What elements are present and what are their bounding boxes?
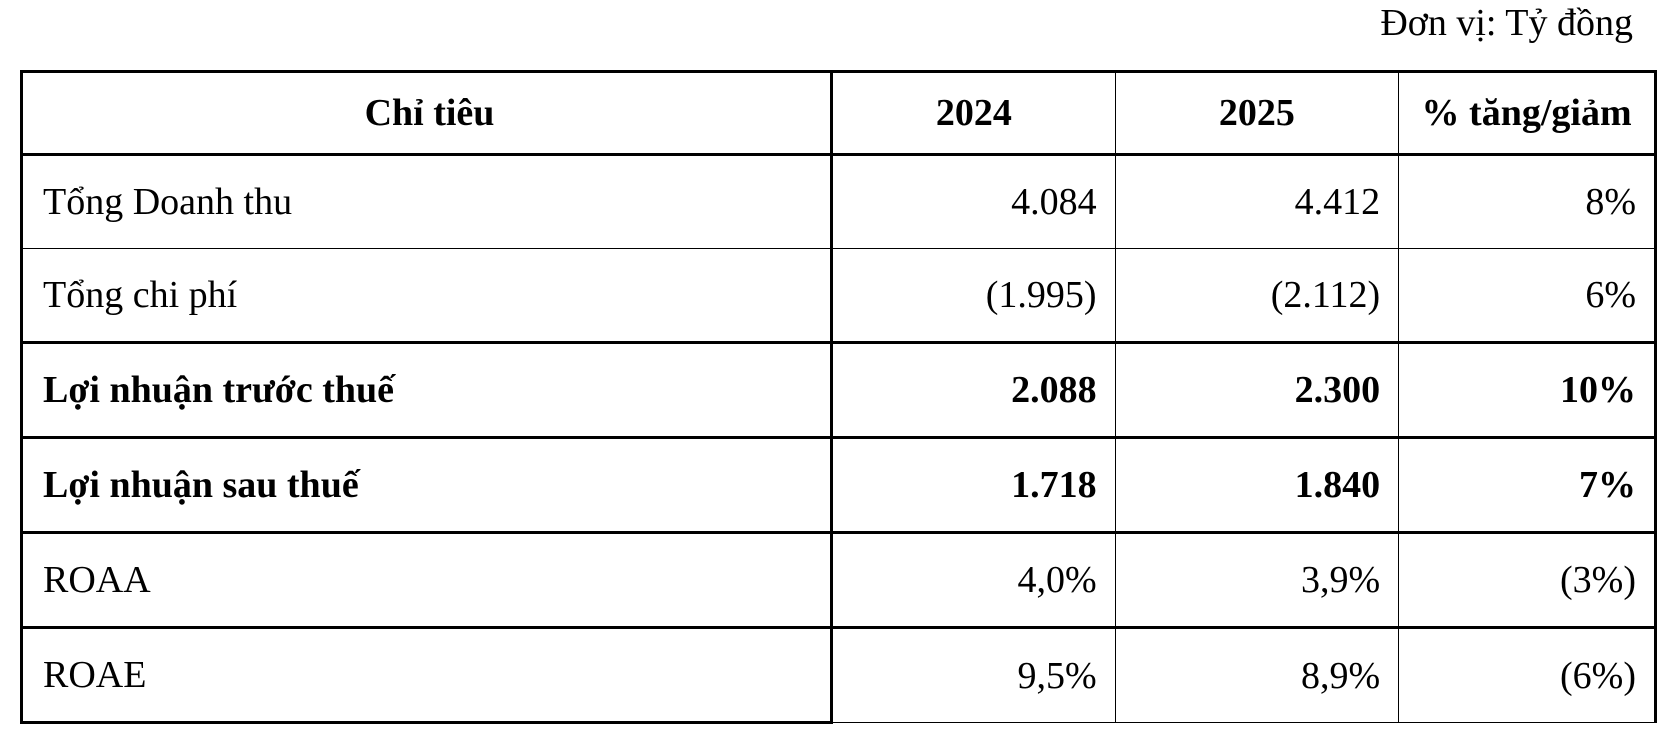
row-label: Tổng chi phí	[19, 248, 834, 343]
header-year-2024: 2024	[831, 70, 1116, 156]
header-change: % tăng/giảm	[1398, 70, 1657, 156]
value-2024: 9,5%	[831, 626, 1116, 723]
value-2024: 4.084	[831, 154, 1116, 249]
header-indicator: Chỉ tiêu	[19, 70, 834, 156]
value-change: 8%	[1398, 154, 1657, 249]
unit-label: Đơn vị: Tỷ đồng	[1380, 2, 1633, 44]
value-2024: (1.995)	[831, 248, 1116, 343]
header-year-2025: 2025	[1114, 70, 1400, 156]
row-label: ROAE	[19, 626, 834, 724]
table-row: Lợi nhuận trước thuế 2.088 2.300 10%	[19, 341, 1657, 438]
row-label: ROAA	[19, 531, 834, 628]
value-2025: 4.412	[1114, 154, 1400, 249]
value-2024: 1.718	[831, 436, 1116, 533]
value-2025: 2.300	[1114, 341, 1400, 438]
value-2025: 1.840	[1114, 436, 1400, 533]
value-change: 10%	[1398, 341, 1657, 438]
table-row: ROAA 4,0% 3,9% (3%)	[19, 531, 1657, 628]
value-2024: 4,0%	[831, 531, 1116, 628]
value-2024: 2.088	[831, 341, 1116, 438]
value-2025: 8,9%	[1114, 626, 1400, 723]
table-header-row: Chỉ tiêu 2024 2025 % tăng/giảm	[19, 70, 1657, 156]
row-label: Tổng Doanh thu	[19, 154, 834, 249]
table-row: Tổng Doanh thu 4.084 4.412 8%	[19, 154, 1657, 249]
value-change: 6%	[1398, 248, 1657, 343]
value-change: (6%)	[1398, 626, 1657, 723]
table-row: Tổng chi phí (1.995) (2.112) 6%	[19, 248, 1657, 343]
value-change: (3%)	[1398, 531, 1657, 628]
value-2025: (2.112)	[1114, 248, 1400, 343]
value-change: 7%	[1398, 436, 1657, 533]
row-label: Lợi nhuận sau thuế	[19, 436, 834, 533]
table-row: Lợi nhuận sau thuế 1.718 1.840 7%	[19, 436, 1657, 533]
row-label: Lợi nhuận trước thuế	[19, 341, 834, 438]
value-2025: 3,9%	[1114, 531, 1400, 628]
financial-summary-table: Chỉ tiêu 2024 2025 % tăng/giảm Tổng Doan…	[19, 70, 1657, 724]
table-row: ROAE 9,5% 8,9% (6%)	[19, 626, 1657, 724]
